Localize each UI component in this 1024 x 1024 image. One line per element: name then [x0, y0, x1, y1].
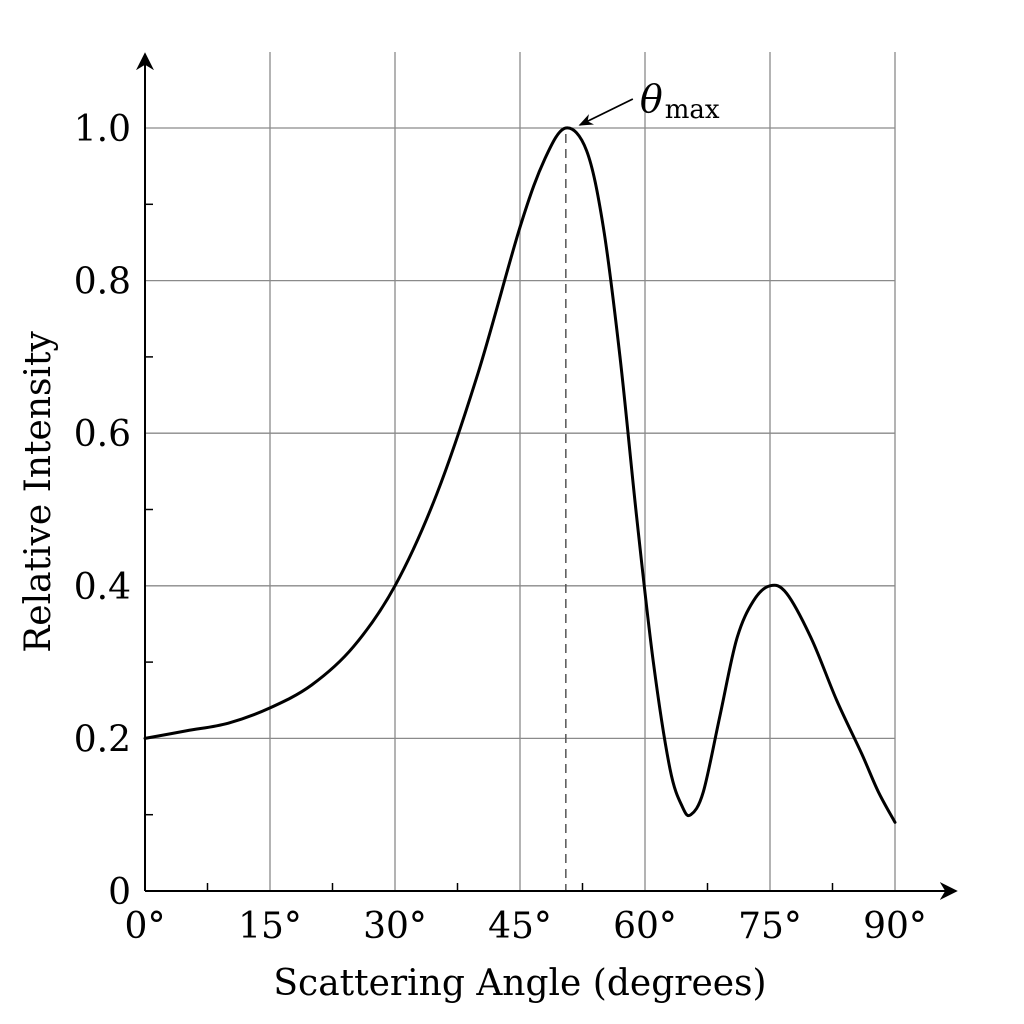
- x-axis-title: Scattering Angle (degrees): [273, 963, 766, 1004]
- y-tick-label: 0.4: [74, 567, 131, 608]
- minor-ticks: [145, 203, 834, 891]
- x-tick-label: 0°: [125, 906, 166, 947]
- x-tick-label: 15°: [238, 906, 302, 947]
- annotation-arrow: [578, 98, 634, 126]
- y-tick-labels: 0 0.2 0.4 0.6 0.8 1.0: [74, 109, 131, 913]
- intensity-curve: [143, 126, 897, 824]
- theta-max-subscript: max: [665, 95, 720, 125]
- x-tick-label: 45°: [488, 906, 552, 947]
- x-tick-label: 90°: [863, 906, 927, 947]
- y-tick-label: 0.2: [74, 719, 131, 760]
- y-tick-label: 0.8: [74, 262, 131, 303]
- theta-max-annotation: θmax: [578, 77, 720, 126]
- gridlines: [145, 52, 896, 891]
- x-tick-label: 75°: [738, 906, 802, 947]
- x-tick-label: 30°: [363, 906, 427, 947]
- y-axis-title: Relative Intensity: [18, 331, 59, 653]
- y-tick-label: 1.0: [74, 109, 131, 150]
- y-tick-label: 0: [108, 872, 131, 913]
- y-tick-label: 0.6: [74, 414, 131, 455]
- theta-max-label: θmax: [640, 77, 720, 125]
- x-tick-label: 60°: [613, 906, 677, 947]
- series-group: [143, 126, 897, 824]
- x-tick-labels: 0° 15° 30° 45° 60° 75° 90°: [125, 906, 927, 947]
